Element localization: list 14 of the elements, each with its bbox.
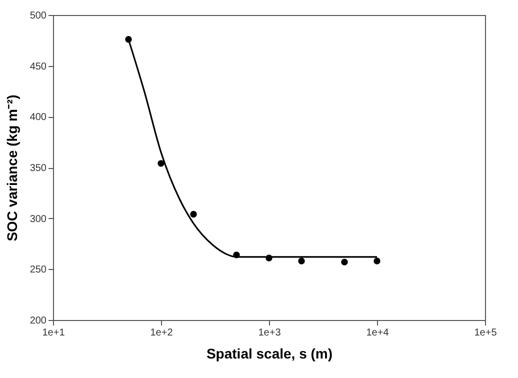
y-tick-label: 350: [30, 163, 47, 174]
y-tick-label: 400: [30, 112, 47, 124]
x-tick-label: 1e+2: [150, 328, 174, 338]
y-tick-label: 500: [30, 10, 47, 22]
x-tick-label: 1e+3: [258, 328, 282, 338]
x-tick-label: 1e+1: [42, 328, 66, 338]
y-tick-label: 250: [30, 264, 47, 276]
y-tick-label: 200: [30, 316, 47, 326]
x-tick-label: 1e+4: [366, 328, 390, 338]
y-axis-title: SOC variance (kg m⁻²): [4, 94, 20, 242]
y-tick-label: 450: [30, 61, 47, 72]
x-tick-label: 1e+5: [474, 328, 498, 338]
x-axis-title: Spatial scale, s (m): [206, 346, 333, 362]
y-tick-label: 300: [30, 214, 47, 225]
